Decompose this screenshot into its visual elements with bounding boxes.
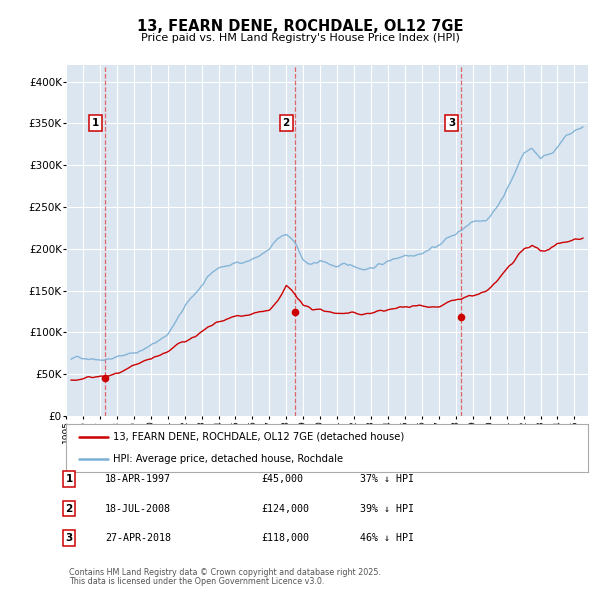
Text: HPI: Average price, detached house, Rochdale: HPI: Average price, detached house, Roch… [113,454,343,464]
Text: 37% ↓ HPI: 37% ↓ HPI [360,474,414,484]
Text: Price paid vs. HM Land Registry's House Price Index (HPI): Price paid vs. HM Land Registry's House … [140,34,460,43]
Text: £45,000: £45,000 [261,474,303,484]
Text: 13, FEARN DENE, ROCHDALE, OL12 7GE (detached house): 13, FEARN DENE, ROCHDALE, OL12 7GE (deta… [113,432,404,442]
Text: 2: 2 [283,119,290,129]
Text: 3: 3 [448,119,455,129]
Text: 18-APR-1997: 18-APR-1997 [105,474,171,484]
Text: £118,000: £118,000 [261,533,309,543]
Text: 18-JUL-2008: 18-JUL-2008 [105,504,171,513]
Text: 27-APR-2018: 27-APR-2018 [105,533,171,543]
Text: 39% ↓ HPI: 39% ↓ HPI [360,504,414,513]
Text: 46% ↓ HPI: 46% ↓ HPI [360,533,414,543]
Text: £124,000: £124,000 [261,504,309,513]
Text: 13, FEARN DENE, ROCHDALE, OL12 7GE: 13, FEARN DENE, ROCHDALE, OL12 7GE [137,19,463,34]
Text: This data is licensed under the Open Government Licence v3.0.: This data is licensed under the Open Gov… [69,577,325,586]
Text: 2: 2 [65,504,73,513]
Text: Contains HM Land Registry data © Crown copyright and database right 2025.: Contains HM Land Registry data © Crown c… [69,568,381,577]
Text: 3: 3 [65,533,73,543]
Text: 1: 1 [65,474,73,484]
Text: 1: 1 [92,119,99,129]
